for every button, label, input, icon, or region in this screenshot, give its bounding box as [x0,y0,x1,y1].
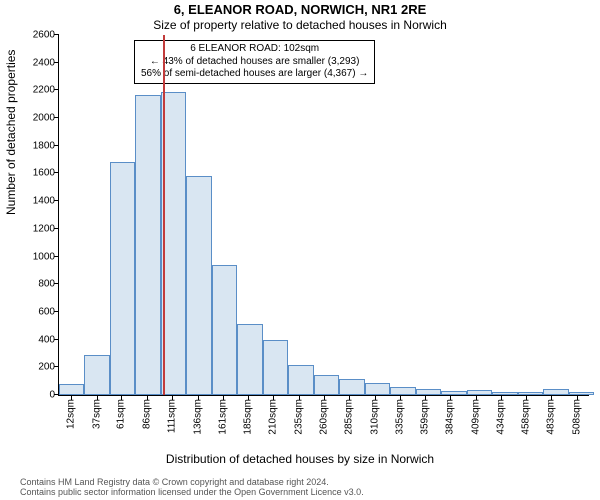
x-tick-label: 111sqm [167,399,178,433]
y-tick-mark [54,283,59,284]
x-tick-label: 12sqm [66,399,77,429]
histogram-bar [212,265,237,395]
y-tick-label: 800 [15,279,59,290]
histogram-bar [467,390,492,395]
x-tick-label: 235sqm [293,399,304,435]
histogram-bar [518,392,543,395]
histogram-bar [84,355,109,395]
x-tick-label: 458sqm [520,399,531,435]
y-tick-mark [54,311,59,312]
x-tick-label: 161sqm [218,399,229,435]
x-tick-label: 37sqm [91,399,102,429]
annotation-line2: ← 43% of detached houses are smaller (3,… [150,56,360,67]
footer-line1: Contains HM Land Registry data © Crown c… [20,477,329,487]
x-tick-label: 185sqm [242,399,253,435]
histogram-bar [263,340,288,395]
x-tick-label: 210sqm [268,399,279,435]
x-tick-label: 409sqm [470,399,481,435]
x-axis-label: Distribution of detached houses by size … [0,452,600,466]
y-tick-label: 1600 [15,168,59,179]
x-tick-label: 136sqm [192,399,203,435]
footer-attribution: Contains HM Land Registry data © Crown c… [20,478,364,498]
histogram-bar [237,324,262,395]
histogram-bar [186,176,211,395]
y-tick-mark [54,339,59,340]
histogram-bar [390,387,415,395]
annotation-line1: 6 ELEANOR ROAD: 102sqm [190,43,319,54]
histogram-bar [314,375,339,395]
chart-title: 6, ELEANOR ROAD, NORWICH, NR1 2RE [0,2,600,17]
y-tick-label: 2000 [15,113,59,124]
annotation-line3: 56% of semi-detached houses are larger (… [141,68,368,79]
x-tick-label: 310sqm [369,399,380,435]
marker-line [163,35,165,395]
x-tick-label: 285sqm [344,399,355,435]
y-tick-label: 1200 [15,223,59,234]
y-tick-label: 1800 [15,140,59,151]
x-tick-label: 508sqm [571,399,582,435]
y-tick-mark [54,200,59,201]
x-tick-label: 434sqm [496,399,507,435]
y-tick-label: 200 [15,362,59,373]
x-tick-label: 335sqm [395,399,406,435]
histogram-bar [543,389,568,395]
y-tick-label: 400 [15,334,59,345]
y-tick-mark [54,145,59,146]
histogram-bar [441,391,466,395]
histogram-bar [135,95,160,395]
histogram-bar [110,162,135,395]
y-tick-mark [54,62,59,63]
annotation-box: 6 ELEANOR ROAD: 102sqm ← 43% of detached… [134,40,375,84]
y-tick-label: 600 [15,306,59,317]
histogram-bar [365,383,390,395]
x-tick-label: 483sqm [546,399,557,435]
y-tick-label: 1000 [15,251,59,262]
histogram-bar [288,365,313,395]
x-tick-label: 384sqm [445,399,456,435]
y-axis-label: Number of detached properties [4,50,18,215]
x-tick-label: 260sqm [319,399,330,435]
x-tick-label: 359sqm [419,399,430,435]
x-tick-label: 86sqm [141,399,152,429]
footer-line2: Contains public sector information licen… [20,487,364,497]
y-tick-mark [54,366,59,367]
y-tick-label: 1400 [15,196,59,207]
y-tick-label: 2400 [15,57,59,68]
chart-subtitle: Size of property relative to detached ho… [0,18,600,32]
y-tick-mark [54,256,59,257]
y-tick-mark [54,228,59,229]
histogram-bar [492,392,517,395]
y-tick-mark [54,172,59,173]
chart-container: { "title": "6, ELEANOR ROAD, NORWICH, NR… [0,0,600,500]
y-tick-mark [54,34,59,35]
y-tick-mark [54,117,59,118]
y-tick-label: 2600 [15,30,59,41]
x-tick-label: 61sqm [116,399,127,429]
y-tick-mark [54,89,59,90]
histogram-bar [339,379,364,395]
histogram-bar [416,389,441,395]
histogram-bar [569,392,594,395]
y-tick-label: 2200 [15,85,59,96]
histogram-bar [59,384,84,395]
y-tick-label: 0 [15,390,59,401]
plot-area: 6 ELEANOR ROAD: 102sqm ← 43% of detached… [58,35,589,396]
